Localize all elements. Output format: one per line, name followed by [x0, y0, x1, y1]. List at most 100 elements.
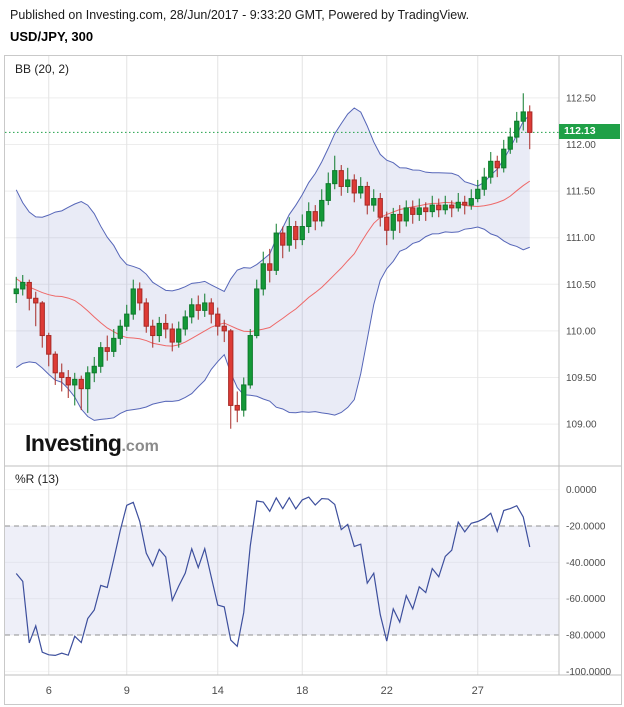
- wr-tick-label: -100.0000: [566, 667, 611, 678]
- candle: [280, 226, 286, 259]
- candle: [195, 295, 201, 320]
- last-price-badge: 112.13: [559, 124, 620, 140]
- investing-logo-text: Investing: [25, 430, 122, 456]
- bb-indicator-label: BB (20, 2): [15, 62, 70, 76]
- candle: [494, 155, 500, 178]
- price-pane[interactable]: [5, 93, 559, 429]
- candle: [176, 321, 182, 348]
- wr-tick-label: -40.0000: [566, 558, 606, 569]
- candle: [98, 342, 104, 373]
- candle: [475, 179, 481, 203]
- price-tick-label: 112.50: [566, 93, 596, 104]
- candle: [130, 279, 136, 320]
- candle: [228, 329, 234, 429]
- chart-background: [5, 56, 621, 704]
- candle: [247, 329, 253, 389]
- time-tick-label: 18: [296, 685, 308, 697]
- time-tick-label: 22: [381, 685, 393, 697]
- candle: [371, 189, 377, 212]
- candle: [462, 195, 468, 215]
- investing-logo: Investing.com: [25, 430, 159, 457]
- candle: [46, 332, 52, 367]
- candle: [72, 372, 78, 406]
- wr-tick-label: -60.0000: [566, 594, 606, 605]
- candle: [436, 198, 442, 218]
- candle: [111, 329, 117, 357]
- candle: [514, 111, 520, 143]
- candle: [481, 167, 487, 196]
- price-tick-label: 112.00: [566, 140, 596, 151]
- axis-lines: [5, 56, 621, 676]
- candle: [429, 195, 435, 218]
- candle: [410, 200, 416, 224]
- candle: [345, 167, 351, 193]
- candle: [306, 202, 312, 234]
- candle: [202, 293, 208, 317]
- chart-canvas[interactable]: 112.50 112.00 111.50 111.00 110.50 110.00 109.…: [5, 56, 621, 704]
- time-tick-label: 14: [212, 685, 224, 697]
- candle: [358, 177, 364, 199]
- candle: [13, 276, 19, 303]
- candle: [234, 391, 240, 423]
- candle: [91, 356, 97, 383]
- wr-line: [15, 496, 531, 657]
- price-tick-label: 109.00: [566, 420, 597, 431]
- candle: [377, 192, 383, 227]
- bb-middle-line: [15, 180, 531, 347]
- candle: [351, 174, 357, 203]
- chart-frame[interactable]: 112.50 112.00 111.50 111.00 110.50 110.00 109.…: [4, 55, 622, 705]
- candle: [150, 319, 156, 348]
- candle: [299, 214, 305, 246]
- candle: [85, 366, 91, 413]
- candle: [325, 172, 331, 206]
- candle: [143, 298, 149, 333]
- candle: [208, 298, 214, 324]
- bb-upper-line: [15, 107, 531, 293]
- chart-header: Published on Investing.com, 28/Jun/2017 …: [10, 8, 469, 44]
- candle: [215, 307, 221, 336]
- candle: [507, 127, 513, 154]
- candle: [59, 363, 65, 392]
- candle: [182, 310, 188, 336]
- wr-level-band: [5, 525, 559, 636]
- candle: [332, 155, 338, 190]
- candle: [423, 202, 429, 221]
- time-tick-label: 9: [124, 685, 130, 697]
- candle: [273, 223, 279, 275]
- candle: [390, 207, 396, 240]
- candle: [52, 351, 58, 385]
- candle: [33, 291, 39, 327]
- candle: [241, 377, 247, 417]
- candle: [488, 151, 494, 184]
- candle: [520, 93, 526, 131]
- candle: [65, 370, 71, 398]
- candle: [286, 217, 292, 252]
- candle: [260, 251, 266, 296]
- bb-band-fill: [16, 107, 530, 421]
- candle: [267, 248, 273, 283]
- candle: [124, 304, 130, 331]
- candle: [104, 335, 110, 361]
- candle: [156, 316, 162, 343]
- candle: [20, 274, 26, 296]
- candle: [78, 375, 84, 411]
- investing-logo-tld: .com: [121, 438, 159, 455]
- candle: [39, 301, 45, 348]
- wr-indicator-label: %R (13): [15, 472, 60, 486]
- candle: [26, 279, 32, 311]
- candle: [501, 139, 507, 173]
- candle: [384, 211, 390, 246]
- time-tick-label: 6: [46, 685, 52, 697]
- candles-group: [13, 93, 533, 429]
- price-tick-label: 111.00: [566, 233, 596, 244]
- percent-r-pane[interactable]: [5, 496, 559, 657]
- candle: [442, 195, 448, 215]
- price-tick-label: 110.00: [566, 326, 596, 337]
- published-line: Published on Investing.com, 28/Jun/2017 …: [10, 8, 470, 22]
- candle: [137, 282, 143, 311]
- symbol-title: USD/JPY, 300: [10, 29, 94, 44]
- candle: [169, 323, 175, 352]
- wr-tick-label: -80.0000: [566, 631, 606, 642]
- bb-lower-line: [15, 226, 530, 421]
